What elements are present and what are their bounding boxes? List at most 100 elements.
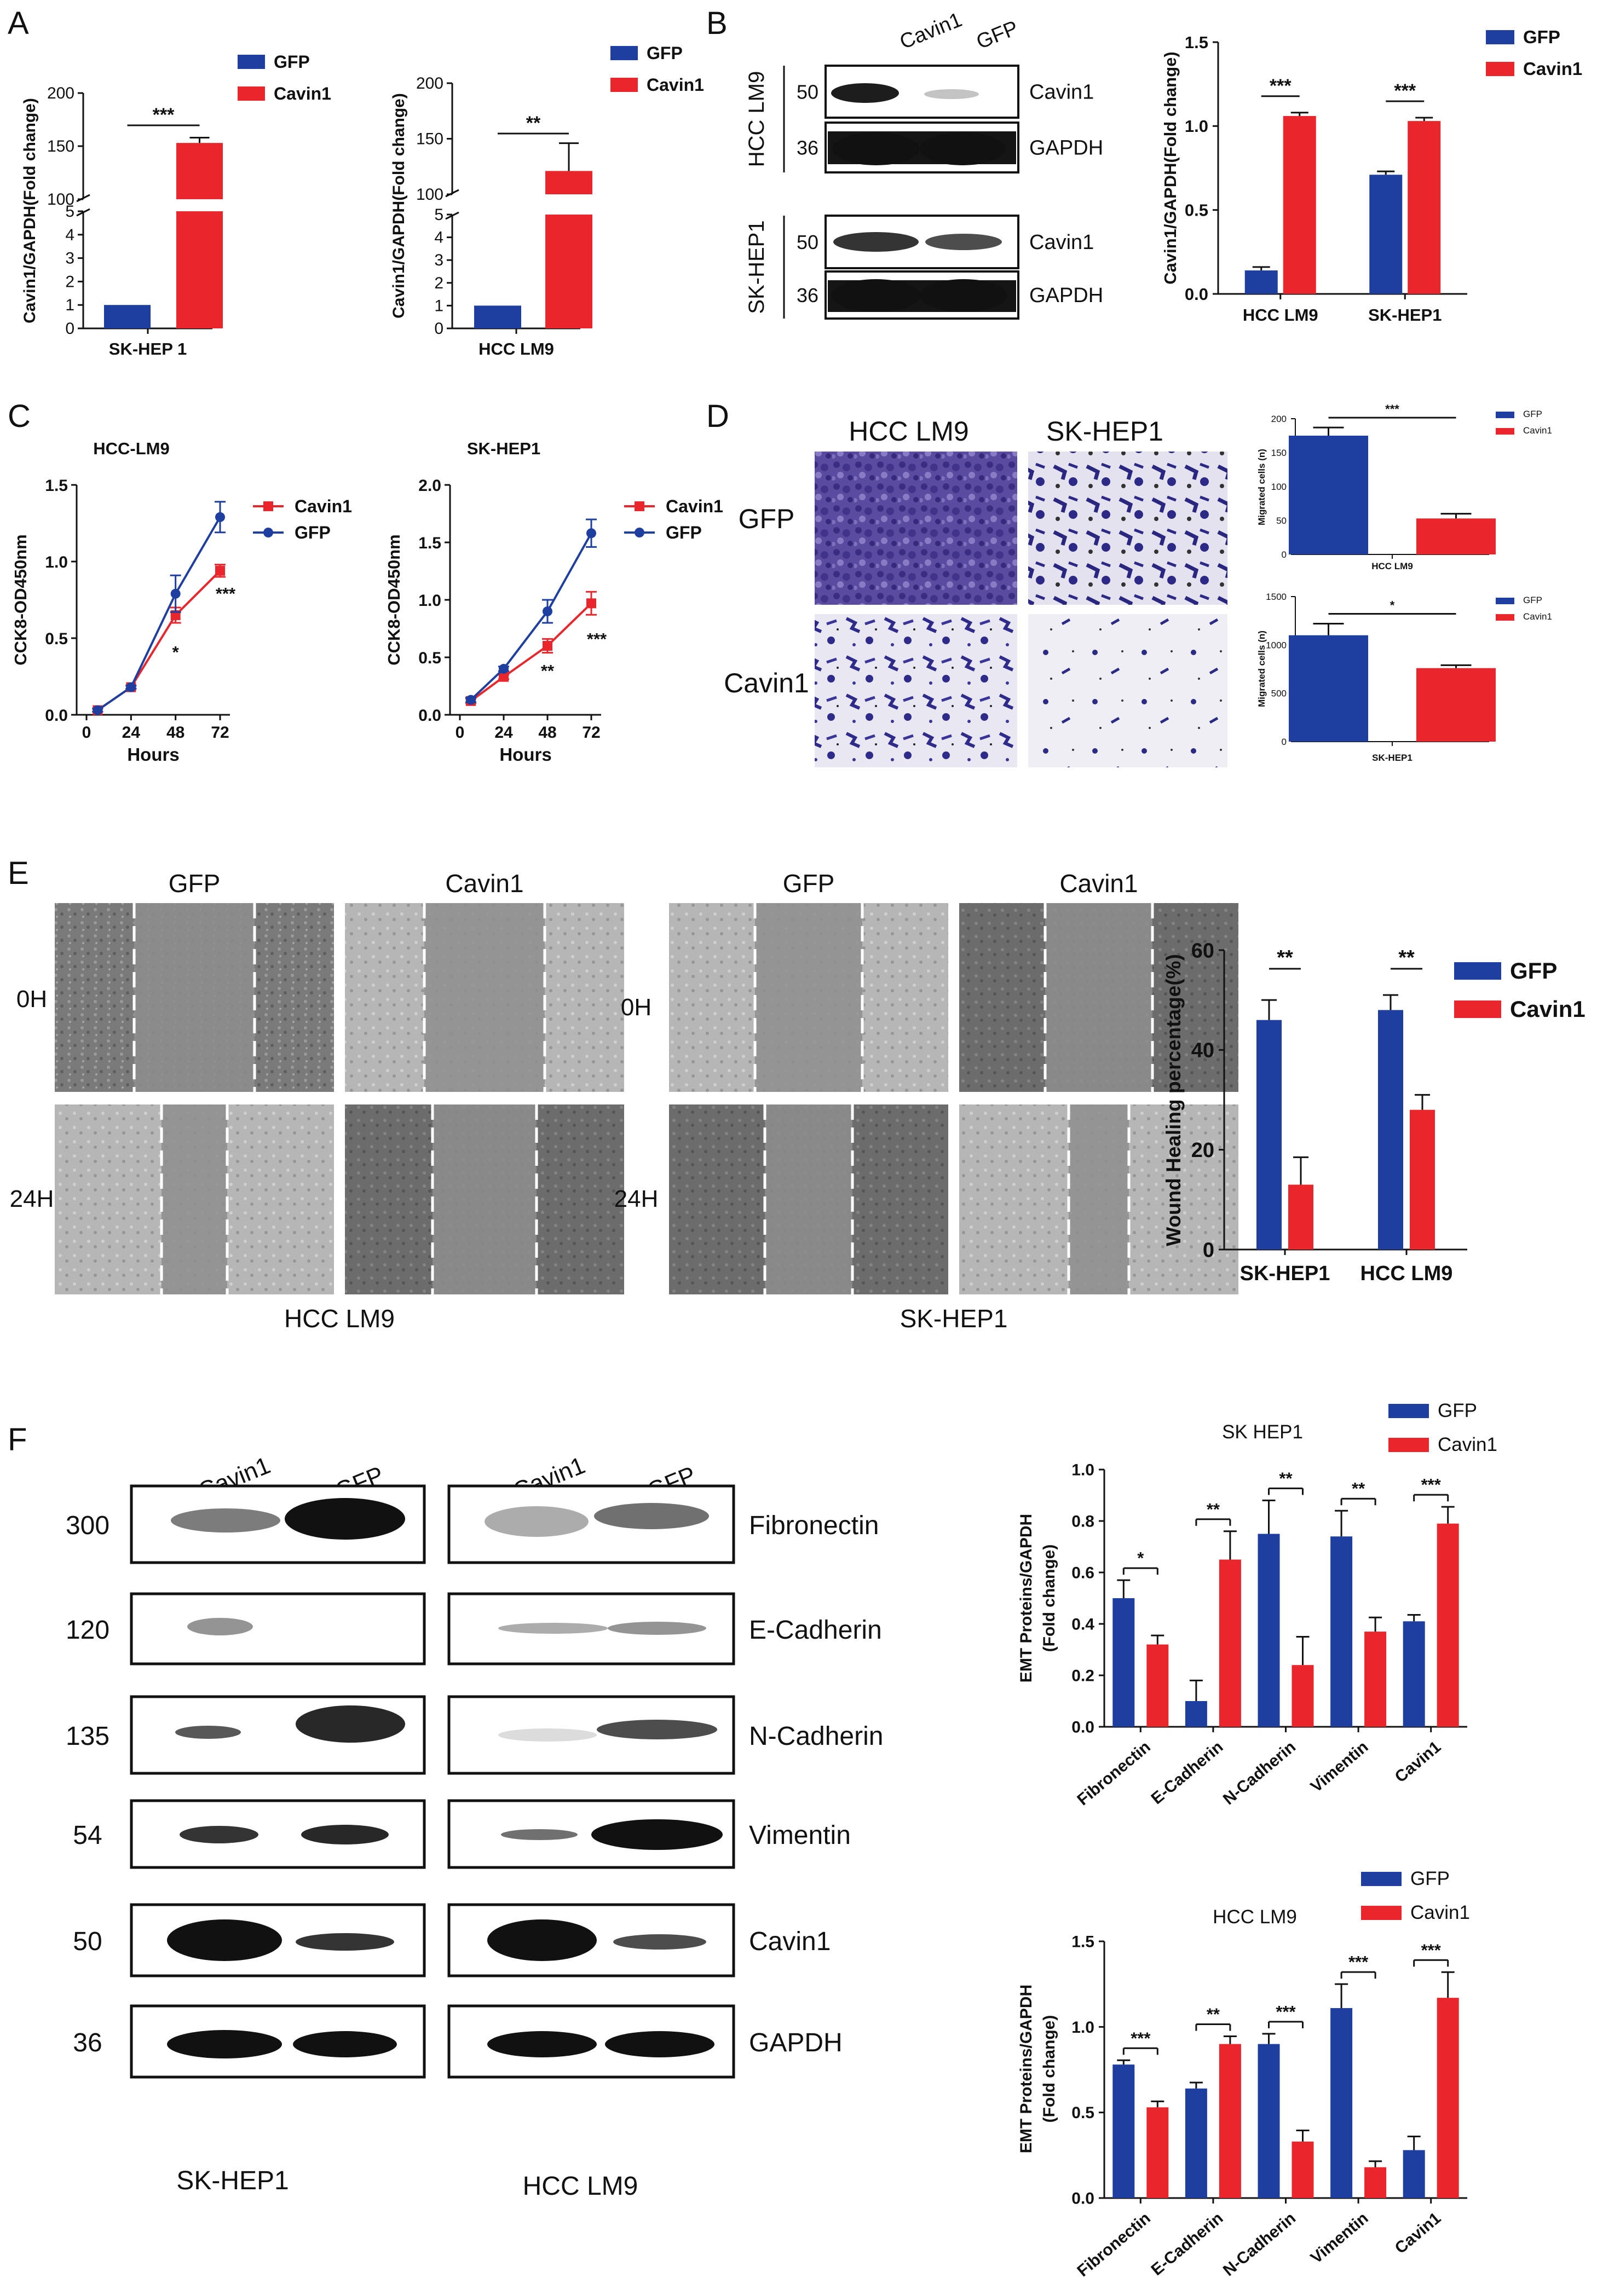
y-tick-label: 0: [434, 320, 443, 338]
legend-marker-cavin1: [263, 501, 273, 511]
blot-band: [608, 1622, 706, 1635]
legend-label: Cavin1: [1510, 996, 1586, 1022]
bar-cavin1: [176, 211, 223, 328]
y-tick-label: 0.8: [1071, 1513, 1094, 1531]
significance-label: ***: [1394, 80, 1416, 101]
y-axis-title: Wound Healing percentage(%): [1162, 954, 1185, 1246]
bar-gfp: [1256, 1020, 1282, 1250]
wound-gap: [765, 1104, 852, 1294]
significance-label: ***: [1385, 402, 1399, 416]
y-tick-label: 4: [434, 229, 443, 247]
transwell-image-lm9-cavin1: [815, 614, 1017, 767]
wound-gap: [162, 1104, 227, 1294]
y-tick-label: 60: [1191, 939, 1214, 962]
x-tick-label: E-Cadherin: [1148, 2209, 1227, 2279]
bar-gfp: [1244, 270, 1278, 294]
series-line-cavin1: [97, 570, 221, 712]
protein-label: Cavin1: [1029, 81, 1094, 104]
significance-label: ***: [1421, 1475, 1442, 1494]
chart-b: 0.0 0.5 1.0 1.5 HCC LM9 *** SK-HEP1 *** Cavin1/G…: [1161, 27, 1582, 325]
significance-label: **: [541, 661, 555, 680]
molecular-weight-label: 120: [66, 1616, 109, 1645]
wound-gap: [755, 903, 862, 1092]
y-tick-label: 3: [434, 251, 443, 269]
significance-label: **: [1207, 1500, 1220, 1519]
legend-swatch-gfp: [1496, 598, 1514, 604]
panel-label-c: C: [8, 398, 31, 434]
blot-band: [605, 2031, 714, 2057]
y-tick-label: 150: [1271, 448, 1287, 458]
column-label: HCC LM9: [849, 416, 968, 447]
y-tick-label: 100: [1271, 482, 1287, 492]
legend-label: GFP: [647, 43, 683, 63]
bar-cavin1: [1408, 121, 1441, 294]
y-tick-label: 1: [434, 297, 443, 315]
legend-label: Cavin1: [666, 496, 723, 516]
significance-label: **: [1207, 2005, 1220, 2024]
x-tick-label: Vimentin: [1307, 2209, 1372, 2267]
legend-swatch-gfp: [1496, 412, 1514, 418]
protein-label: GAPDH: [749, 2028, 843, 2057]
data-point-cavin1: [586, 598, 596, 609]
blot-band: [487, 1919, 597, 1961]
legend-label: GFP: [1523, 27, 1560, 47]
bar-cavin1-upper: [545, 171, 592, 194]
protein-label: Cavin1: [1029, 231, 1094, 254]
y-tick-label: 5: [65, 203, 74, 221]
protein-label: Cavin1: [749, 1927, 831, 1956]
y-axis-title: Cavin1/GAPDH(Fold change): [390, 93, 408, 319]
y-tick-label: 3: [65, 250, 74, 268]
blot-band: [167, 2030, 282, 2058]
data-point-gfp: [126, 682, 136, 692]
legend-label: GFP: [274, 52, 310, 72]
y-tick-label: 50: [1276, 516, 1287, 526]
legend-label: GFP: [1510, 958, 1557, 984]
blot-band: [180, 1826, 258, 1843]
y-tick-label: 0.5: [1071, 2104, 1094, 2122]
legend-swatch-gfp: [610, 46, 638, 60]
significance-label: **: [1279, 1468, 1293, 1488]
x-tick-label: N-Cadherin: [1220, 2209, 1299, 2280]
x-tick-label: 24: [494, 724, 513, 742]
data-point-gfp: [170, 588, 181, 599]
x-axis-title: SK-HEP1: [1372, 753, 1412, 763]
transwell-images: HCC LM9 SK-HEP1 GFP Cavin1: [724, 416, 1227, 767]
y-axis-title: (Fold change): [1040, 2015, 1058, 2123]
transwell-image-sk-gfp: [1028, 452, 1227, 605]
legend-marker-cavin1: [635, 501, 644, 511]
data-point-gfp: [466, 695, 476, 705]
molecular-weight-label: 50: [73, 1927, 102, 1956]
y-tick-label: 5: [434, 206, 443, 224]
y-tick-label: 0: [1282, 737, 1287, 747]
y-axis-title: Migrated cells (n): [1256, 631, 1267, 707]
significance-label: ***: [587, 629, 607, 649]
bar-cavin1: [1410, 1109, 1435, 1250]
column-label: SK-HEP1: [1046, 416, 1163, 447]
blot-band: [831, 279, 921, 312]
significance-label: *: [1137, 1548, 1144, 1568]
chart-d2: 0 500 1000 1500 * SK-HEP1 Migrated cells (n) GF…: [1256, 592, 1552, 763]
significance-label: *: [1390, 598, 1395, 612]
column-label: GFP: [169, 869, 221, 898]
legend-label: Cavin1: [1523, 59, 1582, 79]
bar-cavin1: [1364, 1632, 1387, 1727]
bar-gfp: [1289, 635, 1368, 742]
x-tick-label: E-Cadherin: [1148, 1738, 1227, 1808]
bar-gfp: [1112, 2064, 1135, 2198]
blot-band: [187, 1618, 253, 1635]
x-tick-label: 48: [166, 724, 185, 742]
significance-label: **: [1352, 1479, 1365, 1498]
significance-label: ***: [216, 584, 236, 603]
molecular-weight-label: 135: [66, 1722, 109, 1751]
y-tick-label: 1: [65, 296, 74, 314]
blot-band: [924, 89, 979, 99]
y-tick-label: 1000: [1266, 640, 1287, 650]
row-label: GFP: [739, 504, 795, 534]
data-point-cavin1: [215, 565, 225, 576]
significance-label: **: [526, 113, 541, 134]
row-label: 0H: [621, 994, 652, 1021]
bar-gfp: [474, 305, 521, 328]
molecular-weight-label: 300: [66, 1511, 109, 1540]
y-tick-label: 1.0: [1071, 1461, 1094, 1479]
bar-gfp: [1258, 1534, 1280, 1727]
